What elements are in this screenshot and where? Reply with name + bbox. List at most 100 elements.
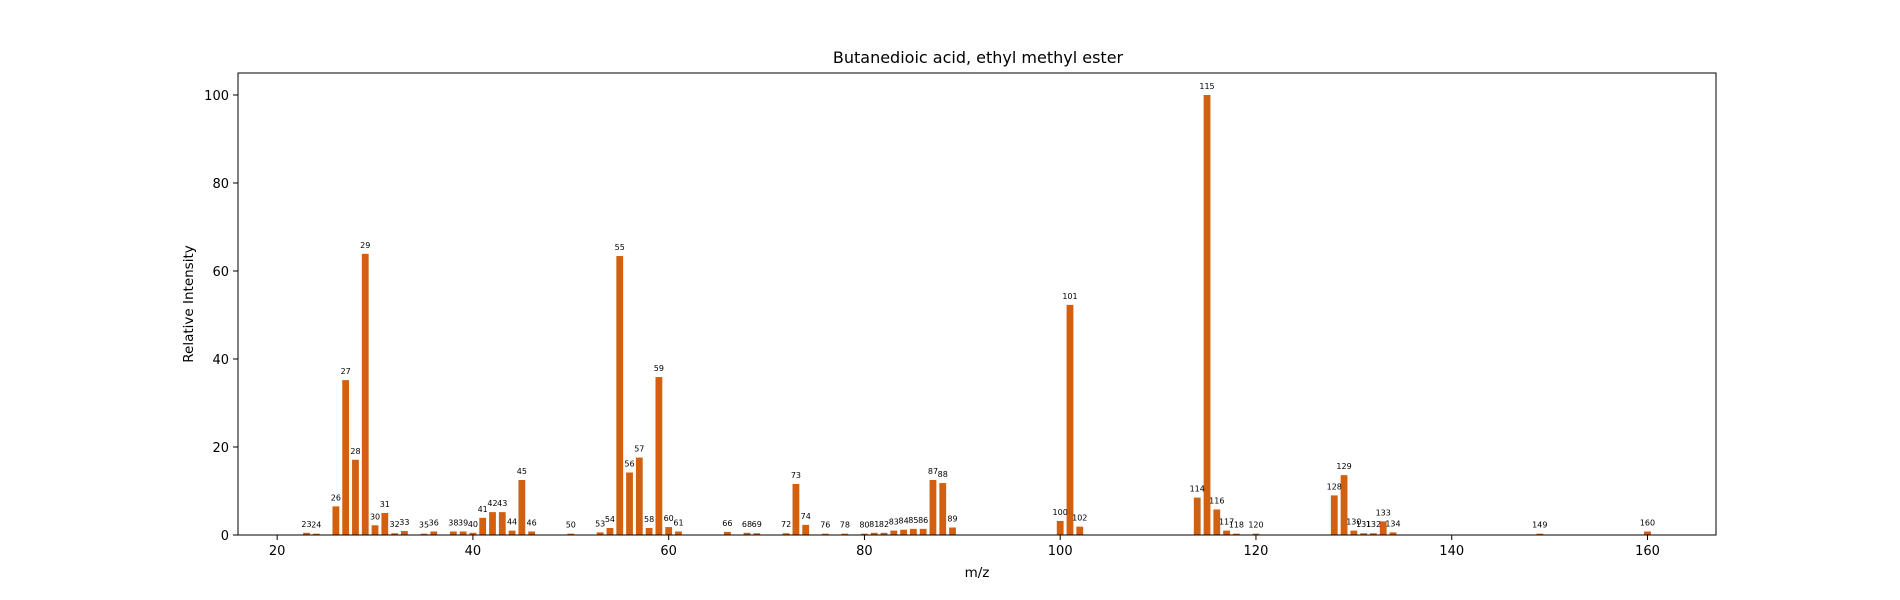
peak-label-120: 120	[1248, 521, 1263, 530]
y-tick-label: 60	[212, 265, 229, 280]
peak-label-128: 128	[1327, 482, 1342, 491]
bar-mz-40	[469, 532, 477, 535]
peak-label-81: 81	[869, 520, 879, 529]
x-tick-label: 80	[856, 544, 873, 559]
peak-label-55: 55	[615, 243, 625, 252]
peak-label-117: 117	[1219, 518, 1234, 527]
bar-mz-56	[626, 472, 633, 535]
peak-label-46: 46	[527, 518, 537, 527]
x-tick-label: 120	[1244, 544, 1269, 559]
x-tick-label: 140	[1439, 544, 1464, 559]
bar-mz-130	[1350, 530, 1358, 535]
bar-mz-128	[1330, 495, 1338, 535]
bar-mz-134	[1389, 532, 1397, 535]
peak-label-86: 86	[918, 516, 928, 525]
x-axis-label: m/z	[965, 565, 990, 581]
bars-layer	[303, 95, 1651, 535]
bar-mz-66	[724, 531, 731, 535]
bar-mz-115	[1203, 95, 1211, 535]
bar-mz-46	[528, 531, 536, 535]
bar-mz-61	[675, 531, 682, 535]
bar-mz-132	[1370, 533, 1377, 535]
bar-mz-72	[782, 533, 790, 535]
peak-label-45: 45	[517, 467, 527, 476]
peak-label-24: 24	[311, 521, 321, 530]
bar-mz-38	[449, 531, 457, 535]
bar-mz-87	[929, 480, 937, 535]
peak-label-80: 80	[859, 521, 869, 530]
peak-label-131: 131	[1356, 520, 1371, 529]
peak-label-29: 29	[360, 241, 370, 250]
x-tick-label: 60	[660, 544, 677, 559]
y-tick-label: 80	[212, 177, 229, 192]
bar-mz-85	[909, 528, 917, 535]
y-tick-label: 40	[212, 353, 229, 368]
peak-label-39: 39	[458, 518, 468, 527]
peak-label-160: 160	[1640, 518, 1655, 527]
peak-label-149: 149	[1532, 521, 1547, 530]
peak-label-66: 66	[722, 519, 732, 528]
y-axis: 0 20 40 60 80 100	[204, 89, 238, 544]
y-axis-label: Relative Intensity	[181, 245, 197, 363]
bar-mz-69	[753, 533, 761, 535]
bar-mz-36	[430, 531, 438, 535]
peak-label-116: 116	[1209, 496, 1224, 505]
x-tick-label: 40	[465, 544, 482, 559]
bar-mz-50	[567, 533, 575, 535]
peak-label-132: 132	[1366, 520, 1381, 529]
bar-mz-131	[1360, 533, 1368, 535]
bar-mz-55	[616, 256, 624, 535]
peak-label-60: 60	[664, 514, 674, 523]
bar-mz-118	[1232, 533, 1240, 535]
peak-label-57: 57	[634, 445, 644, 454]
peak-label-88: 88	[938, 470, 948, 479]
bar-mz-33	[400, 531, 408, 535]
peak-label-68: 68	[742, 520, 752, 529]
peak-label-56: 56	[624, 460, 634, 469]
peak-label-129: 129	[1336, 462, 1351, 471]
bar-mz-102	[1076, 526, 1084, 535]
peak-label-36: 36	[429, 518, 439, 527]
peak-label-87: 87	[928, 467, 938, 476]
peak-label-130: 130	[1346, 518, 1361, 527]
bar-mz-83	[890, 530, 898, 535]
y-tick-label: 20	[212, 441, 229, 456]
peak-label-73: 73	[791, 471, 801, 480]
peak-label-31: 31	[380, 500, 390, 509]
plot-frame	[237, 72, 1717, 536]
bar-mz-129	[1340, 475, 1348, 535]
peak-label-115: 115	[1199, 82, 1214, 91]
bar-mz-31	[381, 513, 389, 535]
peak-label-26: 26	[331, 493, 341, 502]
peak-label-102: 102	[1072, 514, 1087, 523]
peak-label-78: 78	[840, 521, 850, 530]
peak-label-72: 72	[781, 520, 791, 529]
peak-label-58: 58	[644, 515, 654, 524]
chart-title: Butanedioic acid, ethyl methyl ester	[833, 48, 1124, 67]
x-tick-label: 160	[1635, 544, 1660, 559]
bar-mz-54	[606, 527, 614, 535]
peak-label-100: 100	[1053, 508, 1068, 517]
bar-mz-39	[459, 531, 467, 535]
bar-mz-76	[821, 533, 829, 535]
bar-mz-73	[792, 483, 800, 535]
bar-mz-74	[802, 524, 810, 535]
bar-mz-43	[498, 512, 506, 535]
bar-mz-32	[391, 533, 399, 535]
peak-label-27: 27	[341, 367, 351, 376]
peak-label-50: 50	[566, 521, 576, 530]
peak-label-118: 118	[1229, 521, 1244, 530]
peak-label-76: 76	[820, 521, 830, 530]
bar-mz-116	[1213, 509, 1221, 535]
x-tick-label: 100	[1048, 544, 1073, 559]
peak-label-74: 74	[801, 512, 811, 521]
bar-mz-80	[861, 533, 868, 535]
bar-mz-117	[1223, 530, 1230, 535]
bar-mz-101	[1066, 304, 1074, 535]
peak-label-44: 44	[507, 518, 517, 527]
bar-mz-81	[870, 532, 878, 535]
bar-mz-82	[880, 532, 888, 535]
peak-label-133: 133	[1376, 508, 1391, 517]
